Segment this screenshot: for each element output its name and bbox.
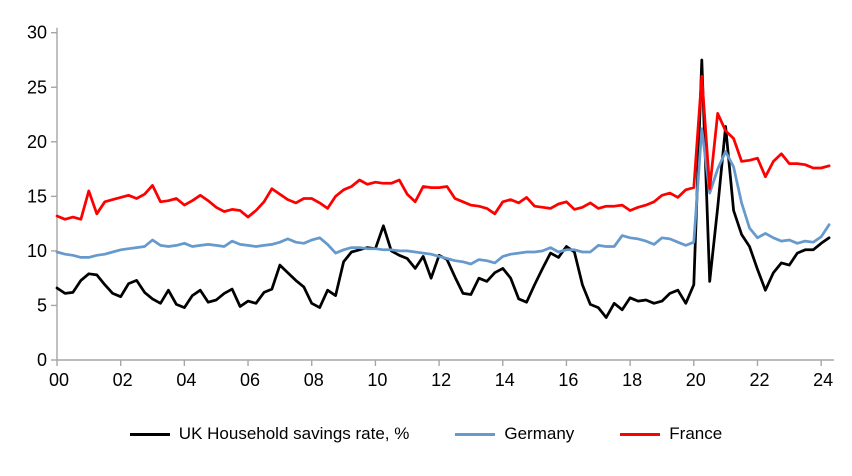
- legend-swatch-germany: [455, 432, 496, 436]
- x-axis-tick-label: 18: [622, 370, 642, 390]
- x-axis-tick-label: 22: [749, 370, 769, 390]
- x-axis-tick-label: 06: [240, 370, 260, 390]
- x-axis-tick-label: 14: [495, 370, 515, 390]
- legend-label-france: France: [669, 424, 723, 443]
- y-axis-tick-label: 10: [27, 241, 47, 261]
- legend-label-uk: UK Household savings rate, %: [178, 424, 410, 443]
- legend-item-germany: Germany: [455, 424, 574, 444]
- x-axis-tick-label: 02: [113, 370, 133, 390]
- x-axis-tick-label: 10: [367, 370, 387, 390]
- legend-item-uk: UK Household savings rate, %: [129, 424, 410, 444]
- series-line-germany: [55, 127, 831, 266]
- x-axis-tick-label: 20: [686, 370, 706, 390]
- y-axis-tick-label: 20: [27, 132, 47, 152]
- series-line-france: [55, 74, 831, 221]
- x-axis-tick-label: 08: [304, 370, 324, 390]
- y-axis-tick-label: 25: [27, 77, 47, 97]
- x-axis-tick-label: 12: [431, 370, 451, 390]
- legend-item-france: France: [620, 424, 722, 444]
- x-axis-tick-label: 04: [176, 370, 196, 390]
- x-axis-tick-label: 00: [49, 370, 69, 390]
- y-axis-tick-label: 15: [27, 186, 47, 206]
- legend-label-germany: Germany: [504, 424, 575, 443]
- legend-swatch-france: [620, 432, 661, 436]
- x-axis-tick-label: 24: [813, 370, 833, 390]
- series-line-uk: [55, 58, 831, 319]
- y-axis-tick-label: 5: [37, 295, 47, 315]
- y-axis-tick-label: 30: [27, 23, 47, 43]
- y-axis-tick-label: 0: [37, 350, 47, 370]
- legend-swatch-uk: [129, 432, 170, 436]
- x-axis-tick-label: 16: [558, 370, 578, 390]
- chart-legend: UK Household savings rate, % Germany Fra…: [0, 424, 852, 444]
